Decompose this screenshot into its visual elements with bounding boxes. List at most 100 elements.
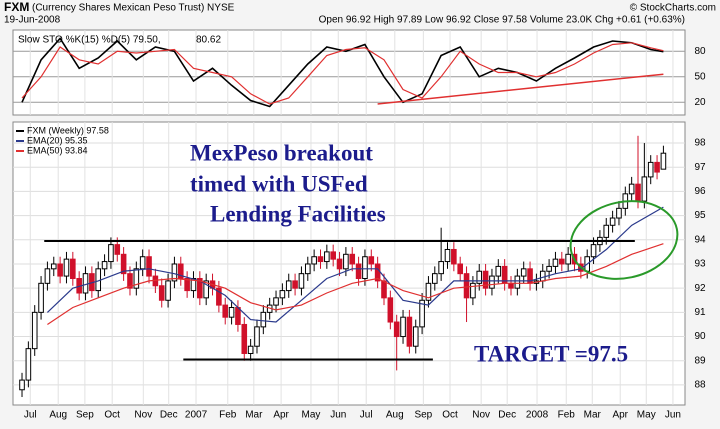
candle-body	[349, 253, 356, 265]
candle-body	[108, 244, 114, 263]
candle-body	[247, 345, 254, 354]
y-tick-label: 97	[694, 162, 706, 173]
highlight-ellipse	[569, 200, 679, 280]
candle-body	[400, 316, 406, 338]
candle-body	[82, 273, 89, 294]
candle-body	[381, 280, 387, 299]
legend-label: FXM (Weekly) 97.58	[27, 125, 109, 135]
x-tick-label: 2008	[526, 410, 549, 421]
candle-body	[38, 282, 44, 313]
y-tick-label: 20	[694, 97, 706, 108]
y-tick-label: 95	[694, 210, 706, 221]
candle-body	[165, 280, 171, 301]
candle-body	[546, 265, 552, 272]
candle-body	[63, 258, 70, 277]
ema-line	[47, 243, 664, 325]
candle-body	[609, 217, 616, 226]
candle-body	[50, 263, 57, 270]
candle-body	[539, 270, 546, 282]
y-tick-label: 92	[694, 283, 706, 294]
source: © StockCharts.com	[630, 3, 716, 14]
candle-body	[324, 251, 330, 263]
candle-body	[120, 253, 127, 275]
candle-body	[406, 316, 413, 347]
candle-body	[241, 323, 248, 354]
candle-body	[476, 270, 483, 284]
candle-body	[559, 258, 565, 265]
candle-body	[216, 287, 222, 306]
y-tick-label: 93	[694, 259, 706, 270]
x-tick-label: Mar	[245, 410, 263, 421]
stoch-panel	[12, 29, 686, 116]
candle-body	[273, 297, 279, 306]
x-tick-label: Jun	[665, 410, 681, 421]
candle-body	[641, 176, 648, 202]
y-tick-label: 94	[694, 234, 706, 245]
candle-body	[590, 244, 597, 258]
y-tick-label: 50	[694, 71, 706, 82]
candle-body	[70, 258, 76, 279]
candle-body	[146, 256, 152, 277]
candle-body	[654, 161, 660, 173]
candle-body	[101, 261, 108, 270]
x-tick-label: Dec	[160, 410, 178, 421]
candle-body	[304, 263, 311, 275]
x-tick-label: Feb	[558, 410, 576, 421]
annotation: timed with USFed	[190, 171, 368, 196]
candle-body	[425, 282, 432, 301]
candle-body	[565, 253, 571, 265]
stats: Open 96.92 High 97.89 Low 96.92 Close 97…	[319, 15, 685, 26]
candle-body	[495, 265, 502, 277]
candle-body	[552, 258, 559, 267]
candle-body	[470, 282, 476, 299]
candle-body	[235, 307, 241, 325]
candle-body	[25, 348, 32, 381]
candle-body	[482, 270, 489, 289]
candle-body	[660, 152, 667, 170]
stoch-line	[21, 37, 664, 108]
x-tick-label: Aug	[386, 410, 404, 421]
x-tick-label: Oct	[104, 410, 120, 421]
candle-body	[635, 183, 641, 202]
candle-body	[298, 273, 305, 289]
candle-body	[133, 268, 140, 289]
legend-label: EMA(20) 95.35	[27, 135, 88, 145]
x-tick-label: Jun	[330, 410, 346, 421]
candle-body	[616, 207, 622, 219]
x-tick-label: Feb	[219, 410, 237, 421]
y-tick-label: 89	[694, 355, 706, 366]
candle-body	[197, 277, 203, 299]
candle-body	[489, 275, 495, 289]
candle-body	[171, 263, 178, 282]
candle-body	[184, 277, 190, 292]
y-tick-label: 96	[694, 186, 706, 197]
x-tick-label: Nov	[134, 410, 152, 421]
trend-line	[377, 73, 664, 105]
annotation: MexPeso breakout	[190, 140, 373, 165]
description: (Currency Shares Mexican Peso Trust) NYS…	[32, 3, 235, 14]
candle-body	[412, 326, 419, 347]
candle-body	[362, 256, 368, 279]
annotation: TARGET =97.5	[474, 341, 628, 366]
candle-body	[260, 311, 267, 328]
x-tick-label: Mar	[584, 410, 602, 421]
candle-body	[279, 290, 286, 299]
x-tick-label: May	[302, 410, 321, 421]
candle-body	[311, 256, 317, 265]
x-tick-label: May	[637, 410, 656, 421]
candle-body	[292, 280, 298, 289]
x-tick-label: Apr	[612, 410, 628, 421]
x-tick-label: Jul	[24, 410, 37, 421]
date: 19-Jun-2008	[4, 15, 61, 26]
symbol: FXM	[4, 0, 29, 14]
x-tick-label: Dec	[498, 410, 516, 421]
candle-body	[57, 263, 63, 277]
candle-body	[31, 311, 38, 350]
x-tick-label: Nov	[472, 410, 490, 421]
x-tick-label: Oct	[442, 410, 458, 421]
candle-body	[44, 268, 51, 284]
candle-body	[368, 256, 375, 265]
y-tick-label: 80	[694, 46, 706, 57]
stoch-label: Slow STO %K(15) %D(5) 79.50,	[18, 35, 161, 46]
